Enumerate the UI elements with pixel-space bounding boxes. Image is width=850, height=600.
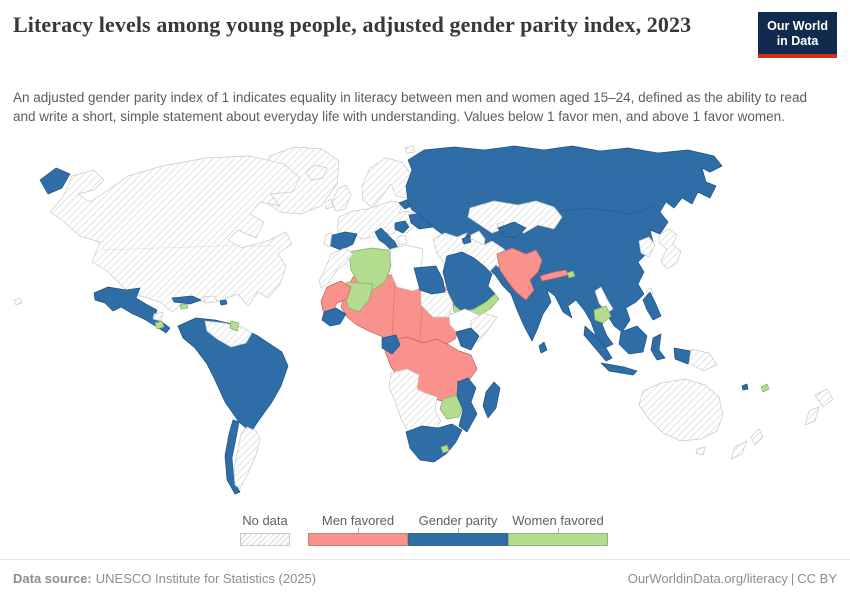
region-sri-lanka[interactable] xyxy=(538,341,548,354)
credits: OurWorldinData.org/literacy | CC BY xyxy=(628,571,837,586)
region-afghanistan-pakistan[interactable] xyxy=(496,247,543,301)
region-west-papua[interactable] xyxy=(673,347,692,365)
data-source-label: Data source: xyxy=(13,571,92,586)
data-source-text: UNESCO Institute for Statistics (2025) xyxy=(95,571,317,586)
legend-label-men-favored: Men favored xyxy=(321,513,395,528)
region-guinea[interactable] xyxy=(321,307,347,327)
region-puerto-rico[interactable] xyxy=(219,299,228,306)
legend-swatch-gender-parity[interactable] xyxy=(408,533,508,546)
region-fiji[interactable] xyxy=(760,383,770,393)
legend-swatch-women-favored[interactable] xyxy=(508,533,608,546)
license-label: CC BY xyxy=(797,571,837,586)
legend-categories: Men favored Gender parity Women favored xyxy=(308,513,608,546)
region-algeria[interactable] xyxy=(348,247,392,291)
data-source: Data source: UNESCO Institute for Statist… xyxy=(13,571,316,586)
legend-swatch-men-favored[interactable] xyxy=(308,533,408,546)
region-russia-china-india[interactable] xyxy=(405,145,723,349)
region-north-america[interactable] xyxy=(49,155,301,313)
region-madagascar[interactable] xyxy=(482,381,501,419)
region-cuba[interactable] xyxy=(171,295,202,305)
region-borneo[interactable] xyxy=(618,325,648,355)
region-laos[interactable] xyxy=(594,286,614,314)
region-mozambique[interactable] xyxy=(456,377,478,433)
region-uk[interactable] xyxy=(331,184,352,212)
region-sulawesi[interactable] xyxy=(650,333,666,361)
region-new-zealand[interactable] xyxy=(730,428,764,460)
owid-logo[interactable]: Our World in Data xyxy=(758,12,837,58)
legend-item-women-favored[interactable]: Women favored xyxy=(508,513,608,546)
region-uzbekistan[interactable] xyxy=(497,221,527,239)
us-canada-border xyxy=(101,245,272,251)
region-ireland[interactable] xyxy=(324,198,334,210)
region-philippines[interactable] xyxy=(642,291,662,321)
region-japan[interactable] xyxy=(658,228,682,270)
region-vanuatu[interactable] xyxy=(741,383,749,391)
world-map xyxy=(10,142,840,510)
region-pacific-islands[interactable] xyxy=(804,388,834,426)
legend-label-women-favored: Women favored xyxy=(512,513,604,528)
region-spain[interactable] xyxy=(328,231,358,251)
region-argentina[interactable] xyxy=(233,426,261,490)
region-mexico-central-america[interactable] xyxy=(93,286,171,334)
region-iceland[interactable] xyxy=(305,164,328,181)
legend-swatch-no-data[interactable] xyxy=(240,533,290,546)
region-guyana[interactable] xyxy=(229,320,240,332)
region-papua-new-guinea[interactable] xyxy=(688,348,718,372)
region-morocco-western-sahara[interactable] xyxy=(318,247,354,289)
region-jamaica[interactable] xyxy=(179,303,189,310)
legend-label-gender-parity: Gender parity xyxy=(418,513,498,528)
legend-tick xyxy=(457,528,459,533)
legend-label-no-data: No data xyxy=(242,513,288,528)
region-java[interactable] xyxy=(600,362,638,376)
region-greece[interactable] xyxy=(396,234,408,246)
region-south-africa[interactable] xyxy=(405,423,463,463)
chart-footer: Data source: UNESCO Institute for Statist… xyxy=(0,559,850,600)
region-korea[interactable] xyxy=(638,236,656,258)
region-hungary-balkans[interactable] xyxy=(394,220,410,234)
region-portugal[interactable] xyxy=(323,232,333,248)
region-azerbaijan[interactable] xyxy=(461,235,472,245)
map-legend: No data Men favored Gender parity Women … xyxy=(240,513,608,546)
region-venezuela-guianas[interactable] xyxy=(204,320,253,348)
owid-logo-line2: in Data xyxy=(776,33,819,48)
legend-tick xyxy=(357,528,359,533)
region-chukotka[interactable] xyxy=(39,167,71,195)
region-hispaniola[interactable] xyxy=(202,295,218,304)
region-kazakhstan[interactable] xyxy=(467,200,563,234)
region-sumatra[interactable] xyxy=(583,325,613,362)
legend-item-men-favored[interactable]: Men favored xyxy=(308,513,408,546)
legend-tick xyxy=(557,528,559,533)
region-gabon[interactable] xyxy=(381,334,401,355)
region-kenya[interactable] xyxy=(455,327,480,351)
legend-item-gender-parity[interactable]: Gender parity xyxy=(408,513,508,546)
region-hawaii[interactable] xyxy=(13,297,23,306)
region-tasmania[interactable] xyxy=(695,446,706,456)
region-lesotho[interactable] xyxy=(440,444,450,454)
region-chile[interactable] xyxy=(224,419,241,495)
credit-separator: | xyxy=(790,571,795,586)
owid-link[interactable]: OurWorldinData.org/literacy xyxy=(627,571,788,586)
region-angola-namibia-botswana[interactable] xyxy=(388,368,442,438)
region-egypt[interactable] xyxy=(413,265,446,295)
region-bhutan[interactable] xyxy=(566,270,576,279)
region-costa-rica[interactable] xyxy=(154,320,165,330)
region-cambodia[interactable] xyxy=(593,305,612,324)
legend-item-no-data[interactable]: No data xyxy=(240,513,290,546)
chart-subtitle: An adjusted gender parity index of 1 ind… xyxy=(13,90,808,125)
page-title: Literacy levels among young people, adju… xyxy=(13,12,692,37)
owid-logo-line1: Our World xyxy=(767,19,828,33)
region-australia[interactable] xyxy=(638,378,724,442)
region-svalbard[interactable] xyxy=(404,145,416,154)
